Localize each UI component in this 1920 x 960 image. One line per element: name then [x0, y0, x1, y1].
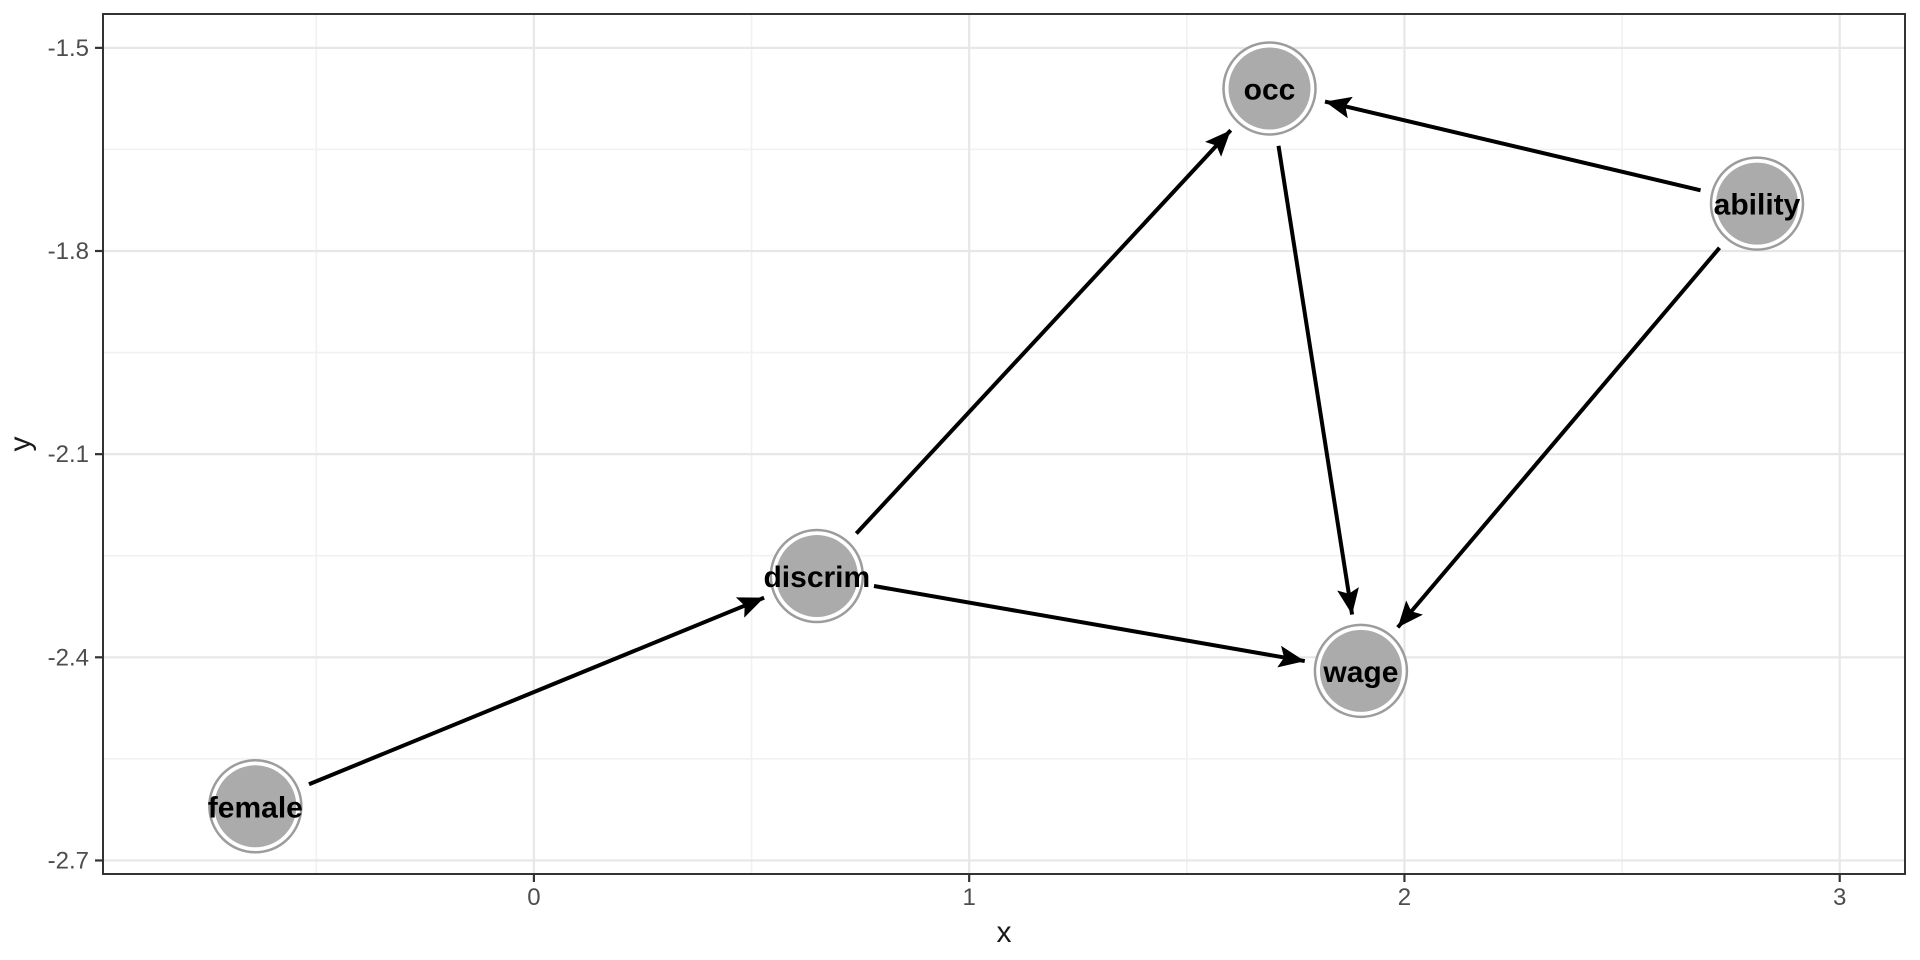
dag-node-label-female: female [208, 791, 303, 824]
dag-node-label-ability: ability [1714, 189, 1801, 222]
x-axis-title: x [997, 916, 1012, 949]
dag-node-label-discrim: discrim [763, 561, 870, 594]
plot-panel [103, 14, 1905, 874]
dag-edge-female-to-discrim [308, 595, 765, 787]
dag-node-ability [1716, 162, 1799, 245]
y-axis-title: y [4, 437, 37, 452]
x-axis-tick-label: 0 [527, 884, 540, 911]
x-axis-tick-label: 3 [1833, 884, 1846, 911]
dag-node-label-occ: occ [1244, 73, 1296, 106]
dag-node-label-wage: wage [1322, 656, 1398, 689]
dag-edge-ability-to-occ [1324, 96, 1702, 193]
dag-edge-discrim-to-wage [873, 584, 1306, 668]
y-axis-tick-label: -2.4 [48, 644, 89, 671]
y-axis-tick-label: -2.7 [48, 847, 89, 874]
dag-node-discrim [775, 535, 858, 618]
dag-node-female [214, 765, 297, 848]
dag-node-wage [1319, 629, 1402, 712]
dag-edge-ability-to-wage [1396, 246, 1722, 629]
y-axis-tick-label: -2.1 [48, 441, 89, 468]
panel-border [102, 13, 1906, 875]
dag-node-occ [1228, 47, 1311, 130]
y-axis-tick-label: -1.8 [48, 238, 89, 265]
dag-edge-discrim-to-occ [854, 128, 1233, 535]
y-axis-tick-label: -1.5 [48, 35, 89, 62]
dag-edge-occ-to-wage [1276, 145, 1359, 615]
x-axis-tick-label: 1 [962, 884, 975, 911]
x-axis-tick-label: 2 [1398, 884, 1411, 911]
